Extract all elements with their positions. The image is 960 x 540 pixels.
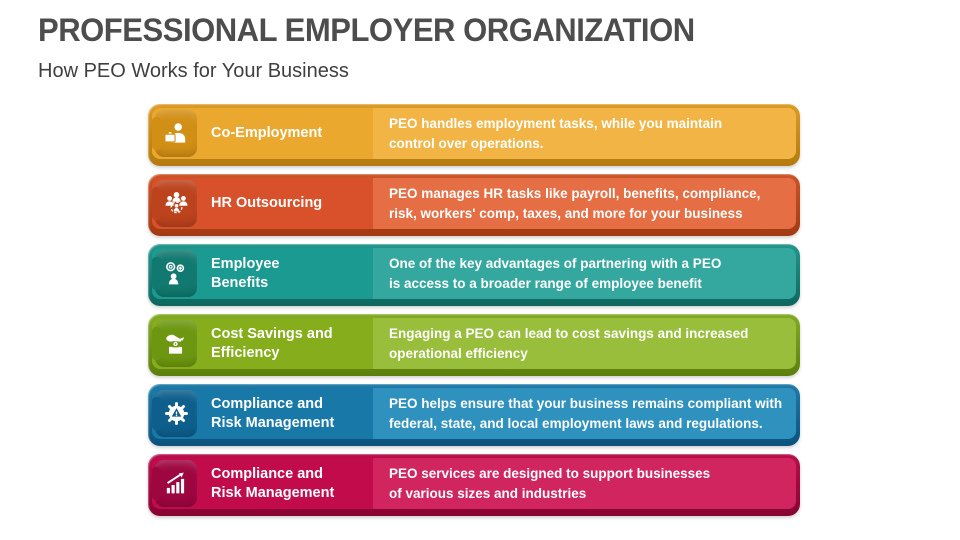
- feature-row-business-support: Compliance and Risk Management PEO servi…: [148, 454, 800, 516]
- page-title: PROFESSIONAL EMPLOYER ORGANIZATION: [38, 12, 695, 48]
- feature-title: Employee Benefits: [211, 255, 280, 291]
- feature-description: PEO manages HR tasks like payroll, benef…: [389, 185, 761, 221]
- feature-title: Co-Employment: [211, 125, 323, 142]
- peo-feature-list: Co-Employment PEO handles employment tas…: [148, 104, 800, 524]
- feature-desc-zone: PEO services are designed to support bus…: [373, 458, 796, 509]
- feature-row-employee-benefits: Employee Benefits One of the key advanta…: [148, 244, 800, 306]
- feature-row-cost-savings: Cost Savings and Efficiency Engaging a P…: [148, 314, 800, 376]
- feature-title-zone: Co-Employment: [152, 108, 373, 159]
- feature-row-inner: Co-Employment PEO handles employment tas…: [152, 108, 796, 159]
- feature-description: PEO services are designed to support bus…: [389, 465, 711, 501]
- feature-title: Compliance and Risk Management: [211, 465, 335, 501]
- feature-description: PEO helps ensure that your business rema…: [389, 395, 783, 431]
- feature-title: HR Outsourcing: [211, 195, 323, 212]
- cost-savings-icon: [152, 320, 197, 367]
- feature-desc-zone: Engaging a PEO can lead to cost savings …: [373, 318, 796, 369]
- feature-title-zone: Employee Benefits: [152, 248, 373, 299]
- growth-chart-icon: [152, 460, 197, 507]
- feature-title-zone: Compliance and Risk Management: [152, 458, 373, 509]
- businessman-icon: [152, 110, 197, 157]
- feature-desc-zone: One of the key advantages of partnering …: [373, 248, 796, 299]
- feature-title-zone: Compliance and Risk Management: [152, 388, 373, 439]
- feature-row-inner: Cost Savings and Efficiency Engaging a P…: [152, 318, 796, 369]
- feature-title-zone: HR Outsourcing: [152, 178, 373, 229]
- feature-row-inner: Employee Benefits One of the key advanta…: [152, 248, 796, 299]
- feature-row-compliance: Compliance and Risk Management PEO helps…: [148, 384, 800, 446]
- feature-row-inner: Compliance and Risk Management PEO servi…: [152, 458, 796, 509]
- feature-title: Compliance and Risk Management: [211, 395, 335, 431]
- feature-desc-zone: PEO helps ensure that your business rema…: [373, 388, 796, 439]
- employee-benefits-icon: [152, 250, 197, 297]
- feature-description: One of the key advantages of partnering …: [389, 255, 722, 291]
- feature-row-inner: HR Outsourcing PEO manages HR tasks like…: [152, 178, 796, 229]
- feature-row-co-employment: Co-Employment PEO handles employment tas…: [148, 104, 800, 166]
- feature-desc-zone: PEO handles employment tasks, while you …: [373, 108, 796, 159]
- feature-description: Engaging a PEO can lead to cost savings …: [389, 325, 749, 361]
- feature-row-inner: Compliance and Risk Management PEO helps…: [152, 388, 796, 439]
- feature-title-zone: Cost Savings and Efficiency: [152, 318, 373, 369]
- team-icon: [152, 180, 197, 227]
- feature-description: PEO handles employment tasks, while you …: [389, 115, 723, 151]
- feature-row-hr-outsourcing: HR Outsourcing PEO manages HR tasks like…: [148, 174, 800, 236]
- feature-title: Cost Savings and Efficiency: [211, 325, 333, 361]
- page-subtitle: How PEO Works for Your Business: [38, 60, 349, 82]
- feature-desc-zone: PEO manages HR tasks like payroll, benef…: [373, 178, 796, 229]
- compliance-gear-icon: [152, 390, 197, 437]
